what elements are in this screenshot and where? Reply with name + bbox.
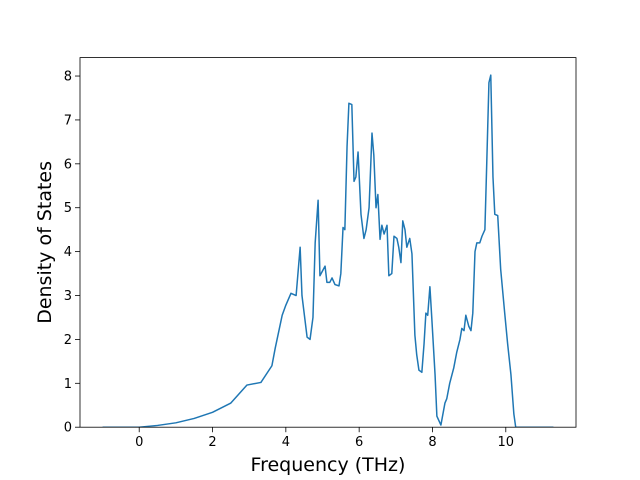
x-tick-label: 2	[208, 435, 216, 450]
plot-frame	[79, 57, 577, 428]
x-tick-label: 0	[135, 435, 143, 450]
y-axis-label: Density of States	[34, 161, 56, 324]
y-tick-label: 7	[64, 113, 72, 128]
y-tick-label: 3	[64, 289, 72, 304]
x-tick-label: 8	[428, 435, 436, 450]
x-tick-label: 10	[498, 435, 515, 450]
y-tick-label: 8	[64, 70, 72, 85]
y-tick-label: 4	[64, 245, 72, 260]
line	[102, 74, 554, 428]
y-tick-label: 1	[64, 377, 72, 392]
y-tick-label: 6	[64, 157, 72, 172]
x-tick-label: 4	[282, 435, 290, 450]
y-tick-label: 0	[64, 421, 72, 436]
x-axis-label: Frequency (THz)	[251, 454, 406, 476]
y-tick-label: 2	[64, 333, 72, 348]
y-tick-label: 5	[64, 201, 72, 216]
x-tick-label: 6	[355, 435, 363, 450]
